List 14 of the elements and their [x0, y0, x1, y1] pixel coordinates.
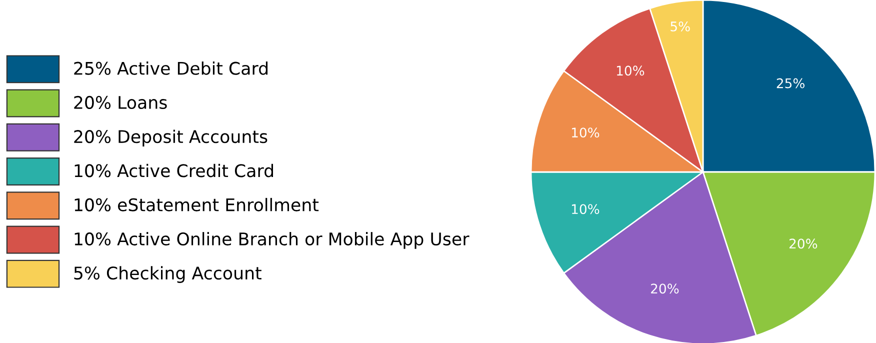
legend-label: 10% Active Credit Card	[74, 164, 274, 178]
data-label: 25%	[776, 78, 805, 88]
data-label: 20%	[651, 284, 679, 294]
data-label: 5%	[670, 21, 690, 32]
legend-label: 10% eStatement Enrollment	[74, 198, 319, 212]
legend-label: 20% Loans	[74, 96, 167, 110]
data-label: 20%	[789, 238, 818, 249]
legend-label: 10% Active Online Branch or Mobile App User	[74, 232, 470, 249]
legend-label: 20% Deposit Accounts	[74, 130, 268, 147]
data-label: 10%	[616, 66, 644, 76]
data-label: 10%	[572, 204, 600, 214]
legend-label: 5% Checking Account	[74, 266, 262, 283]
legend-label: 25% Active Debit Card	[74, 61, 268, 75]
data-label: 10%	[572, 128, 600, 138]
